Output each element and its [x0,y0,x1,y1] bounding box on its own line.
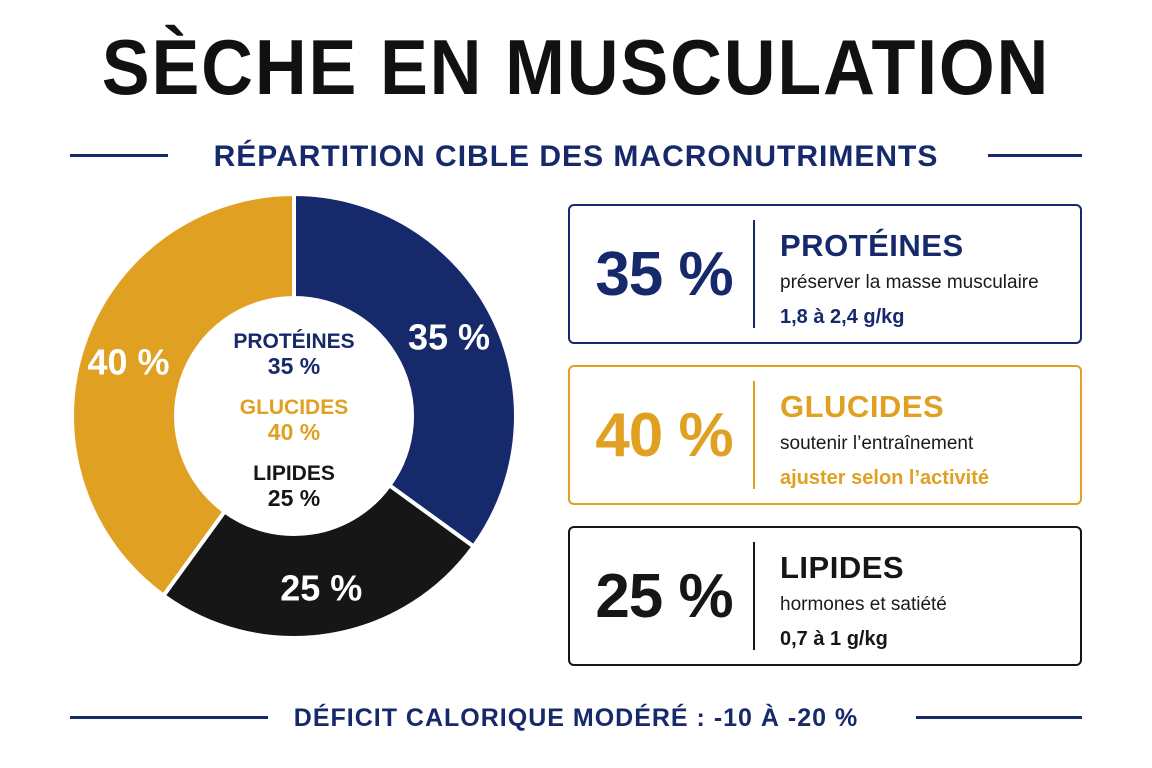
center-label-name: GLUCIDES [240,396,349,419]
card-description: préserver la masse musculaire [780,272,1039,293]
footer-rule-right [916,716,1082,719]
subtitle: RÉPARTITION CIBLE DES MACRONUTRIMENTS [213,140,939,173]
card-description: soutenir l’entraînement [780,433,974,454]
card-detail: 0,7 à 1 g/kg [780,628,888,650]
center-label-value: 35 % [268,353,320,379]
card-glucides: 40 % GLUCIDES soutenir l’entraînement aj… [568,365,1082,505]
card-separator [753,381,755,489]
card-separator [753,220,755,328]
center-label-name: PROTÉINES [233,330,354,353]
center-label-name: LIPIDES [253,462,335,485]
slice-label-protéines: 35 % [408,317,490,358]
slice-label-lipides: 25 % [280,567,362,608]
card-name: LIPIDES [780,550,905,585]
card-description: hormones et satiété [780,594,947,615]
center-label-value: 25 % [268,485,320,511]
slice-protéines [292,191,518,550]
subtitle-rule-right [988,154,1082,157]
card-percent: 35 % [595,239,733,309]
subtitle-rule-left [70,154,168,157]
card-proteines: 35 % PROTÉINES préserver la masse muscul… [568,204,1082,344]
card-detail: 1,8 à 2,4 g/kg [780,306,905,328]
page-title: SÈCHE EN MUSCULATION [101,23,1051,111]
footer-rule-left [70,716,268,719]
card-lipides: 25 % LIPIDES hormones et satiété 0,7 à 1… [568,526,1082,666]
card-name: GLUCIDES [780,389,945,424]
center-label-value: 40 % [268,419,320,445]
card-detail: ajuster selon l’activité [780,467,989,489]
card-name: PROTÉINES [780,228,964,263]
slice-label-glucides: 40 % [87,342,169,383]
card-separator [753,542,755,650]
slice-lipides [160,482,477,640]
card-percent: 40 % [595,400,733,470]
slice-glucides [70,191,296,599]
footer-note: DÉFICIT CALORIQUE MODÉRÉ : -10 À -20 % [293,704,859,732]
card-percent: 25 % [595,561,733,631]
